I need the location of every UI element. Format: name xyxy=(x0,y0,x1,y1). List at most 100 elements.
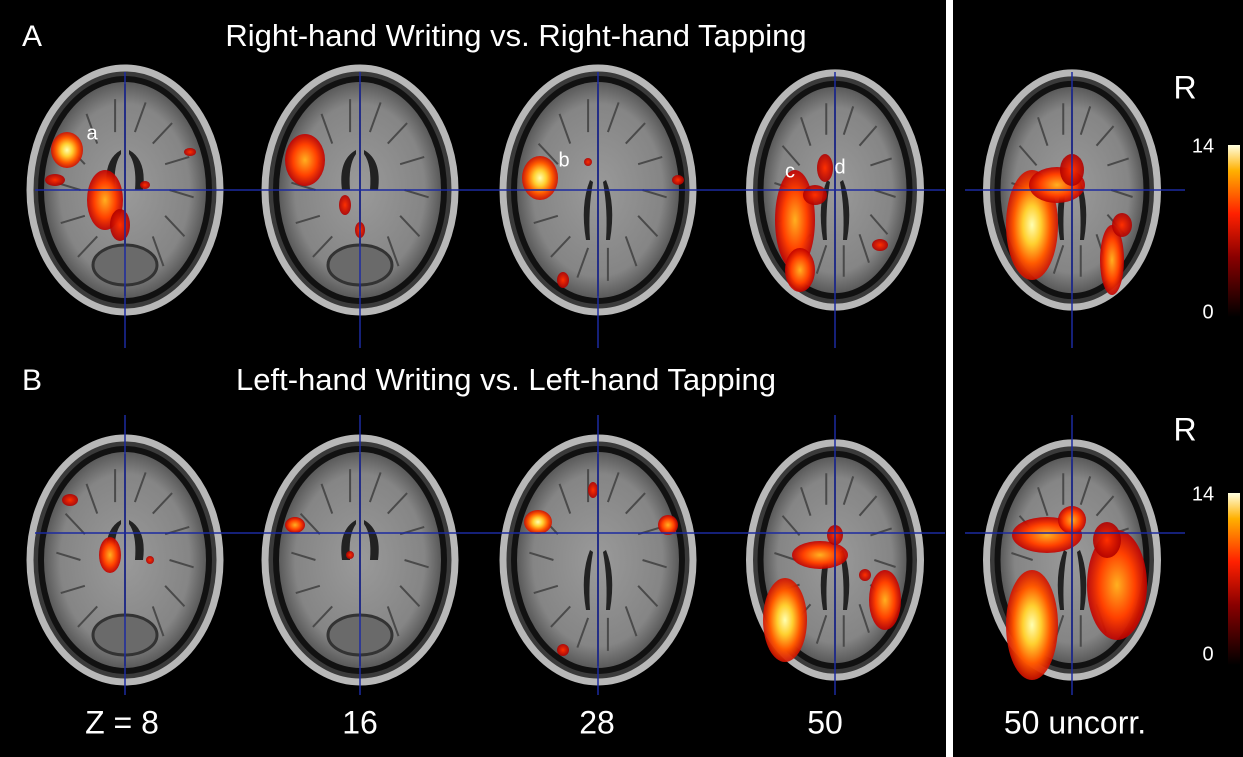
region-label: d xyxy=(834,156,845,178)
sulcus xyxy=(1107,157,1130,167)
sulcus xyxy=(404,559,429,569)
sulcus xyxy=(858,495,878,517)
sulcus xyxy=(533,584,559,595)
sulcus xyxy=(399,215,421,237)
sulcus xyxy=(133,102,147,133)
side-label: 50 uncorr. xyxy=(1004,704,1146,740)
region-label: c xyxy=(785,160,795,182)
sulcus xyxy=(164,215,186,237)
activation xyxy=(872,239,888,251)
ventricle xyxy=(106,150,144,190)
colorbar-max: 14 xyxy=(1192,483,1214,505)
sulcus xyxy=(874,559,896,568)
sulcus xyxy=(606,102,620,133)
slice-label: 28 xyxy=(579,704,615,740)
sulcus xyxy=(295,214,321,225)
sulcus xyxy=(64,513,86,535)
sulcus xyxy=(1079,106,1092,136)
sulcus xyxy=(387,122,408,145)
sulcus xyxy=(56,551,81,561)
sulcus xyxy=(1079,476,1092,506)
ventricle xyxy=(106,520,144,560)
sulcus xyxy=(576,617,590,648)
panel-title: Left-hand Writing vs. Left-hand Tapping xyxy=(236,362,776,397)
sulcus xyxy=(312,235,333,258)
ventricle xyxy=(820,180,850,240)
activation xyxy=(1100,225,1124,295)
sulcus xyxy=(858,125,878,147)
sulcus xyxy=(295,584,321,595)
sulcus xyxy=(169,189,194,199)
sulcus xyxy=(842,476,855,506)
sulcus xyxy=(399,155,425,166)
sulcus xyxy=(77,235,98,258)
sulcus xyxy=(85,113,99,144)
sulcus xyxy=(164,155,190,166)
sulcus xyxy=(152,492,173,515)
orientation-label: R xyxy=(1173,69,1196,105)
activation xyxy=(588,482,598,498)
sulcus xyxy=(642,559,667,569)
activation xyxy=(785,248,815,292)
activation xyxy=(869,570,901,630)
activation xyxy=(146,556,154,564)
activation xyxy=(803,185,827,205)
sulcus xyxy=(576,247,590,278)
region-label: a xyxy=(86,122,98,144)
sulcus xyxy=(399,585,421,607)
sulcus xyxy=(312,605,333,628)
sulcus xyxy=(368,472,382,503)
sulcus xyxy=(858,234,870,263)
sulcus xyxy=(1037,117,1049,146)
sulcus xyxy=(299,513,321,535)
activation xyxy=(763,578,807,662)
activation xyxy=(792,541,848,569)
sulcus xyxy=(386,606,400,637)
colorbar-min: 0 xyxy=(1202,301,1213,323)
sulcus xyxy=(642,189,667,199)
sulcus xyxy=(1018,145,1038,167)
sulcus xyxy=(1111,189,1133,198)
sulcus xyxy=(781,515,801,537)
sulcus xyxy=(815,614,828,644)
activation xyxy=(557,644,569,656)
activation xyxy=(285,134,325,186)
colorbar-max: 14 xyxy=(1192,135,1214,157)
activation xyxy=(110,209,130,241)
sulcus xyxy=(858,604,870,633)
sulcus xyxy=(781,145,801,167)
activation xyxy=(1093,522,1121,558)
sulcus xyxy=(874,189,896,198)
sulcus xyxy=(870,157,893,167)
sulcus xyxy=(291,551,316,561)
sulcus xyxy=(60,584,86,595)
sulcus xyxy=(624,236,638,267)
activation xyxy=(51,132,83,168)
sulcus xyxy=(624,606,638,637)
activation xyxy=(45,174,65,186)
sulcus xyxy=(133,472,147,503)
sulcus xyxy=(869,213,889,235)
sulcus xyxy=(815,244,828,274)
panel-letter: A xyxy=(22,20,42,53)
colorbar xyxy=(1228,145,1240,317)
orientation-label: R xyxy=(1173,411,1196,447)
sulcus xyxy=(1095,125,1115,147)
activation xyxy=(672,175,684,185)
activation xyxy=(62,494,78,506)
sulcus xyxy=(320,483,334,514)
activation xyxy=(99,537,121,573)
activation xyxy=(346,551,354,559)
sulcus xyxy=(774,552,796,561)
activation xyxy=(1087,530,1147,640)
sulcus xyxy=(1052,244,1065,274)
sulcus xyxy=(800,117,812,146)
panel-letter: B xyxy=(22,364,42,397)
activation xyxy=(524,510,552,534)
sulcus xyxy=(77,605,98,628)
sulcus xyxy=(606,472,620,503)
activation xyxy=(584,158,592,166)
sulcus xyxy=(60,214,86,225)
sulcus xyxy=(637,215,659,237)
